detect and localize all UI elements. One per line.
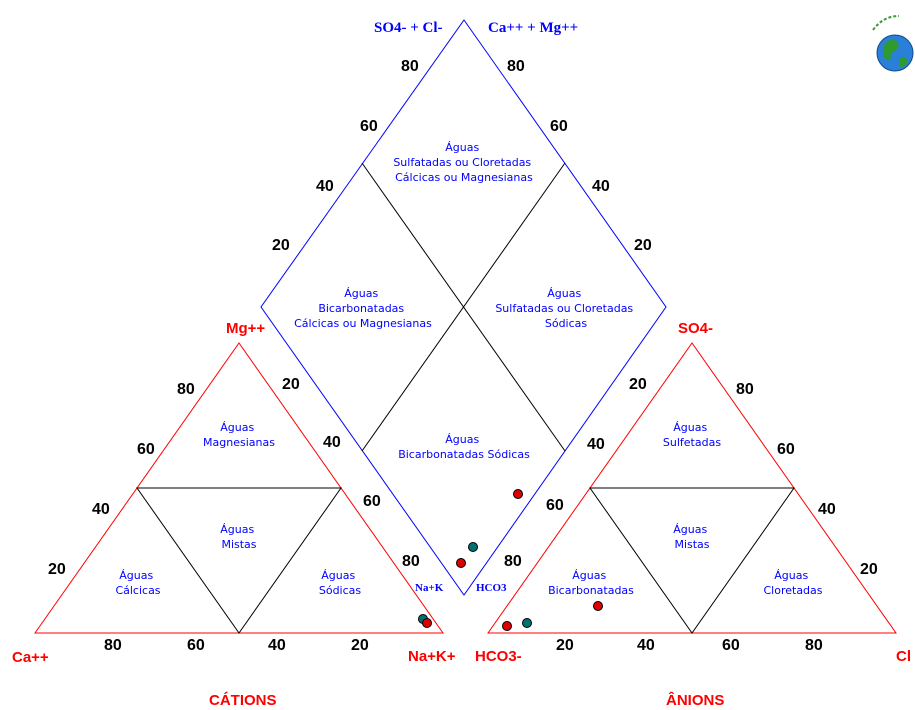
anion-right-tick: 60	[777, 441, 795, 458]
cation-left-tick: 20	[48, 561, 66, 578]
cation-bottom-tick: 20	[351, 637, 369, 654]
diamond-right-tick: 80	[507, 58, 525, 75]
diamond-right-tick: 60	[550, 118, 568, 135]
anion-zone-bicarbonatadas: Águas Bicarbonatadas	[548, 569, 634, 597]
cation-bottom-tick: 80	[104, 637, 122, 654]
cation-zone-sodicas: Águas Sódicas	[319, 569, 362, 597]
cation-triangle: Mg++ Ca++ Na+K+ 80 60 40 20 80 60 40 20 …	[12, 320, 456, 709]
anion-right-label: Cl	[896, 648, 911, 665]
cation-zone-calcicas: Águas Cálcicas	[115, 569, 160, 597]
diamond-zone-left: Águas Bicarbonatadas Cálcicas ou Magnesi…	[294, 287, 432, 330]
anion-bottom-tick: 40	[637, 637, 655, 654]
cation-bottom-tick: 60	[187, 637, 205, 654]
sample-point	[513, 489, 523, 499]
anion-bottom-tick: 80	[805, 637, 823, 654]
sample-point	[456, 558, 466, 568]
anion-apex-label: SO4-	[678, 320, 713, 337]
diamond-lower-right-tick: 80	[504, 553, 522, 570]
diamond-zone-right: Águas Sulfatadas ou Cloretadas Sódicas	[495, 287, 636, 330]
diamond-right-tick: 40	[592, 178, 610, 195]
anion-left-label: HCO3-	[475, 648, 522, 665]
diamond-hco3-label: HCO3	[476, 582, 507, 594]
diamond-nak-label: Na+K	[415, 582, 444, 594]
sample-points	[418, 489, 603, 631]
sample-point	[593, 601, 603, 611]
anion-zone-sulfetadas: Águas Sulfetadas	[663, 421, 721, 449]
anion-bottom-tick: 20	[556, 637, 574, 654]
diamond-divider	[361, 162, 566, 452]
diamond-top-left-ions: SO4- + Cl-	[374, 20, 443, 36]
cation-bottom-tick: 40	[268, 637, 286, 654]
diamond-lower-left-tick: 20	[282, 376, 300, 393]
anion-triangle: SO4- HCO3- Cl 80 60 40 20 20 40 60 80 Ág…	[475, 320, 911, 709]
anion-right-tick: 40	[818, 501, 836, 518]
cation-right-label: Na+K+	[408, 648, 456, 665]
anion-zone-mistas: Águas Mistas	[673, 523, 710, 551]
diamond-lower-left-tick: 60	[363, 493, 381, 510]
cation-inner-divider	[136, 487, 342, 634]
diamond-lower-right-tick: 20	[629, 376, 647, 393]
sample-point	[522, 618, 532, 628]
diamond-lower-left-tick: 40	[323, 434, 341, 451]
sample-point	[502, 621, 512, 631]
sample-point	[468, 542, 478, 552]
anion-inner-divider	[589, 487, 795, 634]
cation-zone-magnesianas: Águas Magnesianas	[203, 421, 275, 449]
diamond-zone-bottom: Águas Bicarbonatadas Sódicas	[398, 433, 530, 461]
diamond-left-tick: 20	[272, 237, 290, 254]
cation-left-tick: 60	[137, 441, 155, 458]
diamond-left-tick: 80	[401, 58, 419, 75]
diamond-left-tick: 60	[360, 118, 378, 135]
sample-point	[422, 618, 432, 628]
diamond-lower-right-tick: 60	[546, 497, 564, 514]
anion-bottom-tick: 60	[722, 637, 740, 654]
diamond-outline	[260, 19, 667, 596]
diamond: SO4- + Cl- Ca++ + Mg++ 80 60 40 20 80 60…	[260, 19, 667, 596]
globe-icon	[872, 15, 914, 72]
cation-apex-label: Mg++	[226, 320, 265, 337]
anion-right-tick: 20	[860, 561, 878, 578]
diamond-lower-left-tick: 80	[402, 553, 420, 570]
diamond-lower-right-tick: 40	[587, 436, 605, 453]
anion-title: ÂNIONS	[666, 691, 724, 709]
diamond-left-tick: 40	[316, 178, 334, 195]
diamond-zone-top: Águas Sulfatadas ou Cloretadas Cálcicas …	[393, 141, 534, 184]
cation-left-tick: 40	[92, 501, 110, 518]
diamond-right-tick: 20	[634, 237, 652, 254]
anion-right-tick: 80	[736, 381, 754, 398]
cation-zone-mistas: Águas Mistas	[220, 523, 257, 551]
cation-title: CÁTIONS	[209, 692, 277, 709]
diamond-top-right-ions: Ca++ + Mg++	[488, 20, 578, 36]
cation-left-tick: 80	[177, 381, 195, 398]
anion-zone-cloretadas: Águas Cloretadas	[763, 569, 822, 597]
cation-left-label: Ca++	[12, 649, 49, 666]
